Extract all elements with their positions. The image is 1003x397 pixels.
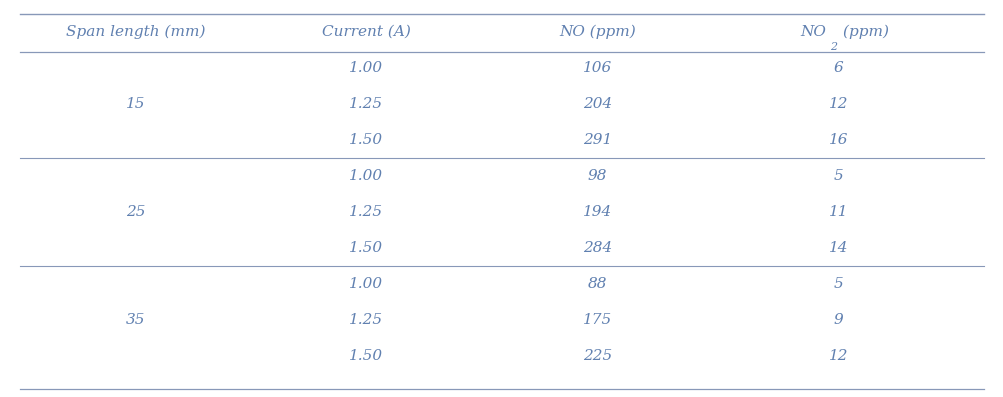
Text: 175: 175 bbox=[582, 313, 612, 327]
Text: 1.00: 1.00 bbox=[349, 61, 383, 75]
Text: Current (A): Current (A) bbox=[322, 25, 410, 39]
Text: 1.50: 1.50 bbox=[349, 349, 383, 363]
Text: 1.25: 1.25 bbox=[349, 313, 383, 327]
Text: 11: 11 bbox=[827, 205, 848, 219]
Text: 16: 16 bbox=[827, 133, 848, 147]
Text: 225: 225 bbox=[582, 349, 612, 363]
Text: 5: 5 bbox=[832, 169, 843, 183]
Text: 284: 284 bbox=[582, 241, 612, 255]
Text: 88: 88 bbox=[587, 277, 607, 291]
Text: 1.25: 1.25 bbox=[349, 97, 383, 111]
Text: 2: 2 bbox=[829, 42, 837, 52]
Text: 9: 9 bbox=[832, 313, 843, 327]
Text: Span length (mm): Span length (mm) bbox=[66, 25, 205, 39]
Text: 1.25: 1.25 bbox=[349, 205, 383, 219]
Text: NO: NO bbox=[799, 25, 825, 39]
Text: 1.50: 1.50 bbox=[349, 241, 383, 255]
Text: 1.00: 1.00 bbox=[349, 169, 383, 183]
Text: (ppm): (ppm) bbox=[840, 25, 889, 39]
Text: 1.00: 1.00 bbox=[349, 277, 383, 291]
Text: 204: 204 bbox=[582, 97, 612, 111]
Text: NO (ppm): NO (ppm) bbox=[559, 25, 635, 39]
Text: 194: 194 bbox=[582, 205, 612, 219]
Text: 12: 12 bbox=[827, 97, 848, 111]
Text: 35: 35 bbox=[125, 313, 145, 327]
Text: 12: 12 bbox=[827, 349, 848, 363]
Text: 106: 106 bbox=[582, 61, 612, 75]
Text: 1.50: 1.50 bbox=[349, 133, 383, 147]
Text: 5: 5 bbox=[832, 277, 843, 291]
Text: 14: 14 bbox=[827, 241, 848, 255]
Text: 15: 15 bbox=[125, 97, 145, 111]
Text: 25: 25 bbox=[125, 205, 145, 219]
Text: 291: 291 bbox=[582, 133, 612, 147]
Text: 6: 6 bbox=[832, 61, 843, 75]
Text: 98: 98 bbox=[587, 169, 607, 183]
